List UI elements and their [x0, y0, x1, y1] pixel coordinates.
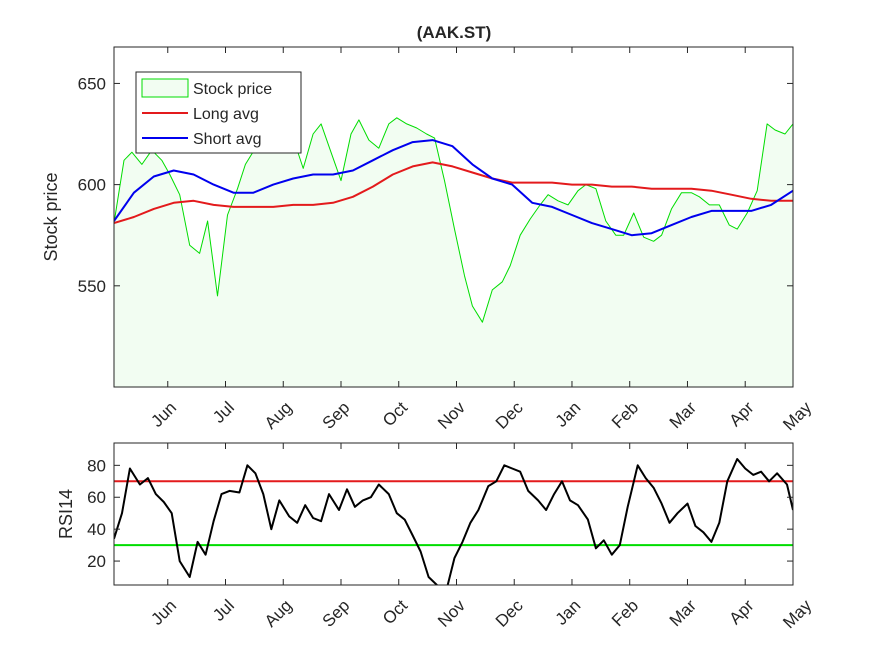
rsi-x-tick-label-mar: Mar: [666, 596, 700, 630]
price-x-tick-label-mar: Mar: [666, 398, 700, 432]
rsi-x-tick-label-dec: Dec: [492, 596, 527, 631]
price-x-tick-label-jan: Jan: [552, 398, 585, 431]
price-x-tick-label-feb: Feb: [608, 398, 642, 432]
legend-item-long-avg: Long avg: [142, 106, 259, 123]
rsi-x-tick-label-jan: Jan: [552, 596, 585, 629]
rsi-x-tick-label-apr: Apr: [726, 596, 758, 628]
rsi-x-tick-label-feb: Feb: [608, 596, 642, 630]
legend-label-stock-price: Stock price: [193, 81, 272, 98]
chart-title: (AAK.ST): [417, 23, 492, 42]
price-y-axis-label: Stock price: [41, 172, 61, 261]
price-y-tick-label: 650: [78, 74, 106, 93]
rsi-y-tick-label: 40: [87, 520, 106, 539]
rsi-x-tick-label-jun: Jun: [147, 596, 180, 629]
legend-item-stock-price: Stock price: [141, 78, 272, 98]
rsi-x-tick-label-aug: Aug: [261, 596, 296, 631]
price-plot-area: [114, 117, 793, 387]
rsi-y-axis-label: RSI14: [56, 489, 76, 539]
rsi-series-group: [114, 458, 793, 585]
price-y-tick-label: 550: [78, 277, 106, 296]
legend-item-short-avg: Short avg: [142, 131, 261, 148]
legend-label-short-avg: Short avg: [193, 131, 261, 148]
rsi-x-tick-label-may: May: [779, 596, 815, 632]
price-x-tick-label-apr: Apr: [726, 398, 758, 430]
rsi-x-tick-label-jul: Jul: [209, 596, 238, 625]
series-short-avg-line: [114, 139, 793, 237]
series-long-avg-line: [114, 161, 793, 225]
price-x-tick-label-oct: Oct: [379, 398, 411, 430]
price-axes-frame: [113, 46, 794, 388]
rsi-y-tick-label: 80: [87, 456, 106, 475]
series-stock-price-area: [114, 117, 793, 387]
rsi-axes-frame: [113, 442, 794, 586]
legend: Stock price Long avg Short avg: [135, 71, 302, 154]
rsi-plot-area: [114, 458, 793, 585]
rsi-y-tick-label: 20: [87, 552, 106, 571]
legend-swatch-stock-price: [141, 78, 189, 98]
rsi-x-tick-label-oct: Oct: [379, 596, 411, 628]
price-series-group: [114, 117, 793, 387]
price-panel: (AAK.ST) 550 600 650 Jun Jul Aug Sep Oct Nov Dec J…: [41, 23, 816, 434]
price-x-tick-label-sep: Sep: [319, 398, 354, 433]
price-x-tick-label-nov: Nov: [434, 398, 469, 433]
series-stock-price-line: [114, 117, 793, 323]
price-x-tick-label-may: May: [779, 398, 815, 434]
rsi-x-tick-label-nov: Nov: [434, 596, 469, 631]
rsi-panel: 20 40 60 80 Jun Jul Aug Sep Oct Nov Dec Jan Feb Mar Ap…: [56, 442, 816, 632]
price-y-tick-label: 600: [78, 176, 106, 195]
series-rsi14-line: [114, 458, 793, 585]
price-x-tick-label-aug: Aug: [261, 398, 296, 433]
rsi-x-tick-label-sep: Sep: [319, 596, 354, 631]
rsi-y-tick-label: 60: [87, 488, 106, 507]
price-x-tick-label-jun: Jun: [147, 398, 180, 431]
legend-label-long-avg: Long avg: [193, 106, 259, 123]
price-x-tick-label-jul: Jul: [209, 398, 238, 427]
price-x-tick-label-dec: Dec: [492, 398, 527, 433]
